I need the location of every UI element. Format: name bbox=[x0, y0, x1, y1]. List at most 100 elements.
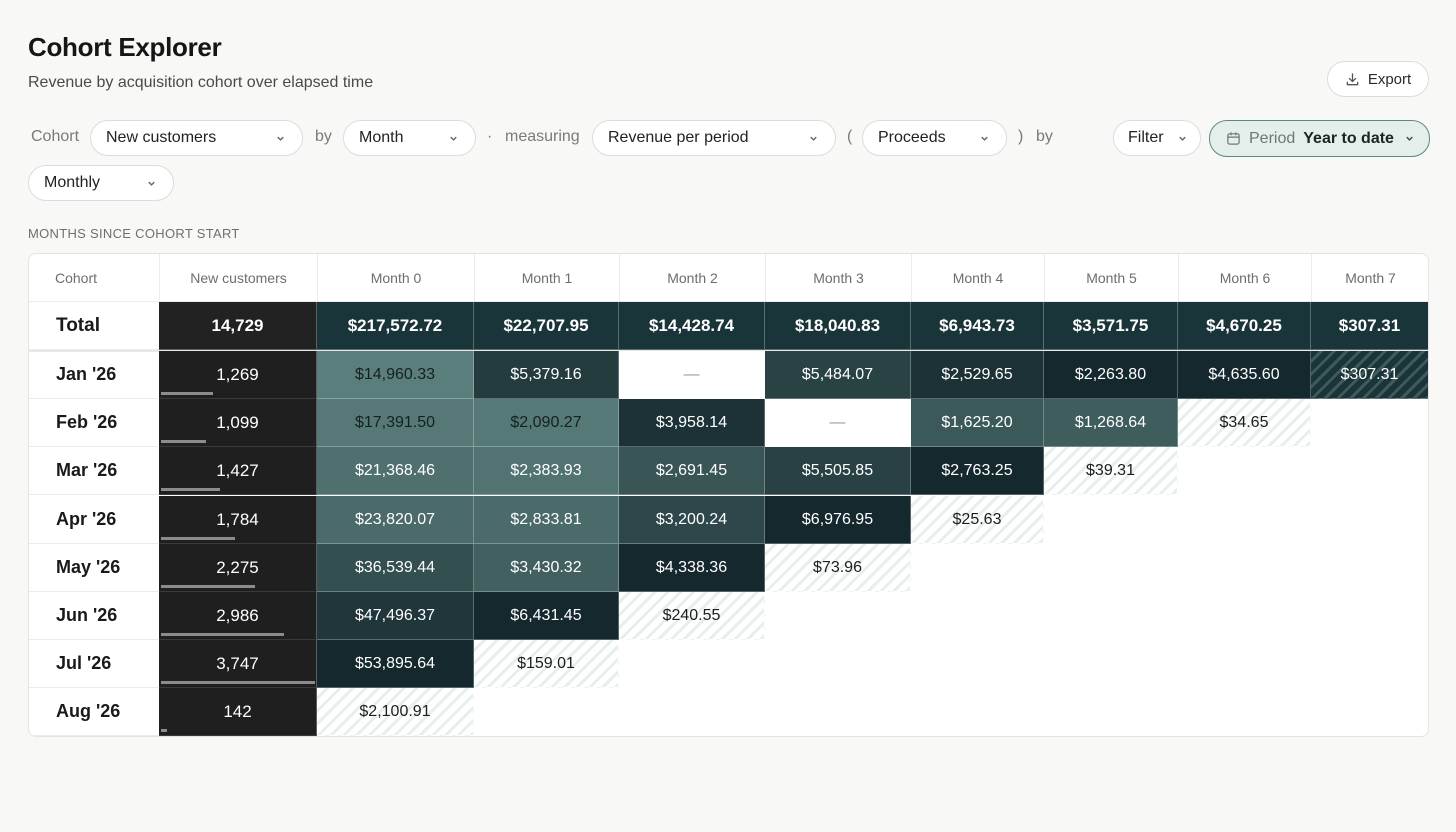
column-header: Cohort bbox=[29, 254, 159, 302]
cohort-value-cell[interactable]: $17,391.50 bbox=[317, 399, 474, 447]
cohort-customers-cell: 1,099 bbox=[159, 399, 317, 447]
cohort-value-cell[interactable]: $1,268.64 bbox=[1044, 399, 1178, 447]
total-cell: $217,572.72 bbox=[317, 302, 474, 350]
column-header: Month 1 bbox=[474, 254, 619, 302]
metric-select[interactable]: Revenue per period bbox=[592, 120, 836, 156]
customers-share-bar bbox=[161, 488, 220, 491]
cohort-value-cell[interactable]: $21,368.46 bbox=[317, 447, 474, 495]
cohort-customers-value: 2,275 bbox=[216, 557, 259, 577]
column-header: Month 2 bbox=[619, 254, 765, 302]
cohort-customers-value: 2,986 bbox=[216, 605, 259, 625]
export-button[interactable]: Export bbox=[1327, 61, 1429, 97]
cohort-value-cell[interactable]: $240.55 bbox=[619, 592, 765, 640]
cohort-value-cell[interactable]: $34.65 bbox=[1178, 399, 1311, 447]
filter-label: Filter bbox=[1128, 129, 1164, 146]
column-header: New customers bbox=[159, 254, 317, 302]
separator-dot: · bbox=[487, 128, 493, 145]
cohort-value-cell[interactable]: — bbox=[619, 351, 765, 399]
cohort-value-cell[interactable]: $39.31 bbox=[1044, 447, 1178, 495]
cohort-value-cell[interactable]: $47,496.37 bbox=[317, 592, 474, 640]
cohort-select-value: New customers bbox=[106, 129, 217, 146]
metric-select-value: Revenue per period bbox=[608, 129, 749, 146]
period-label: Period bbox=[1249, 129, 1296, 147]
measure-select[interactable]: Proceeds bbox=[862, 120, 1007, 156]
cohort-value-cell[interactable]: $2,383.93 bbox=[474, 447, 619, 495]
cohort-value-cell[interactable]: $5,379.16 bbox=[474, 351, 619, 399]
customers-share-bar bbox=[161, 537, 235, 540]
cohort-customers-cell: 2,986 bbox=[159, 592, 317, 640]
cohort-value-cell[interactable]: $5,484.07 bbox=[765, 351, 911, 399]
cohort-customers-value: 142 bbox=[223, 701, 252, 721]
total-cell: $3,571.75 bbox=[1044, 302, 1178, 350]
cohort-value-cell[interactable]: $2,100.91 bbox=[317, 688, 474, 736]
cohort-table: Cohort New customers Month 0 Month 1 Month 2… bbox=[28, 253, 1429, 737]
calendar-icon bbox=[1227, 132, 1240, 145]
cohort-value-cell[interactable]: $2,691.45 bbox=[619, 447, 765, 495]
granularity-select-value: Month bbox=[359, 129, 404, 146]
cohort-value-cell[interactable]: $4,338.36 bbox=[619, 544, 765, 592]
column-header: Month 5 bbox=[1044, 254, 1178, 302]
cohort-value-cell[interactable]: $1,625.20 bbox=[911, 399, 1044, 447]
column-header: Month 6 bbox=[1178, 254, 1311, 302]
cohort-label: Cohort bbox=[31, 128, 80, 145]
chevron-down-icon bbox=[277, 136, 284, 141]
interval-select-value: Monthly bbox=[44, 174, 101, 191]
cohort-customers-value: 1,427 bbox=[216, 460, 259, 480]
cohort-row-label: Jan '26 bbox=[29, 351, 159, 399]
cohort-value-cell[interactable]: $6,976.95 bbox=[765, 496, 911, 544]
column-header: Month 4 bbox=[911, 254, 1044, 302]
cohort-customers-value: 1,784 bbox=[216, 509, 259, 529]
granularity-select[interactable]: Month bbox=[343, 120, 476, 156]
cohort-value-cell[interactable]: $23,820.07 bbox=[317, 496, 474, 544]
cohort-value-cell[interactable]: $3,430.32 bbox=[474, 544, 619, 592]
total-cell: $4,670.25 bbox=[1178, 302, 1311, 350]
cohort-value-cell[interactable]: $14,960.33 bbox=[317, 351, 474, 399]
cohort-grid: Cohort New customers Month 0 Month 1 Month 2… bbox=[29, 254, 1428, 736]
customers-share-bar bbox=[161, 681, 315, 684]
cohort-value-cell[interactable]: $307.31 bbox=[1311, 351, 1428, 399]
total-cell: $14,428.74 bbox=[619, 302, 765, 350]
by-label: by bbox=[315, 128, 332, 145]
interval-select[interactable]: Monthly bbox=[28, 165, 174, 201]
download-icon bbox=[1346, 72, 1359, 85]
cohort-value-cell[interactable]: $2,263.80 bbox=[1044, 351, 1178, 399]
cohort-value-cell[interactable]: $53,895.64 bbox=[317, 640, 474, 688]
chevron-down-icon bbox=[148, 181, 155, 186]
cohort-row-label: Aug '26 bbox=[29, 688, 159, 736]
cohort-customers-cell: 2,275 bbox=[159, 544, 317, 592]
cohort-value-cell[interactable]: $2,763.25 bbox=[911, 447, 1044, 495]
measuring-label: measuring bbox=[505, 128, 580, 145]
cohort-value-cell[interactable]: $6,431.45 bbox=[474, 592, 619, 640]
cohort-row-label: Jun '26 bbox=[29, 592, 159, 640]
cohort-customers-cell: 3,747 bbox=[159, 640, 317, 688]
cohort-customers-cell: 1,269 bbox=[159, 351, 317, 399]
period-select[interactable]: Period Year to date bbox=[1209, 120, 1430, 157]
section-label: MONTHS SINCE COHORT START bbox=[28, 226, 240, 241]
customers-share-bar bbox=[161, 392, 213, 395]
total-cell: $18,040.83 bbox=[765, 302, 911, 350]
cohort-value-cell[interactable]: $2,090.27 bbox=[474, 399, 619, 447]
cohort-customers-cell: 1,784 bbox=[159, 496, 317, 544]
filter-button[interactable]: Filter bbox=[1113, 120, 1201, 156]
chevron-down-icon bbox=[450, 136, 457, 141]
total-customers: 14,729 bbox=[159, 302, 317, 350]
cohort-value-cell[interactable]: $3,958.14 bbox=[619, 399, 765, 447]
cohort-value-cell[interactable]: $4,635.60 bbox=[1178, 351, 1311, 399]
column-header: Month 0 bbox=[317, 254, 474, 302]
cohort-value-cell[interactable]: $25.63 bbox=[911, 496, 1044, 544]
cohort-value-cell[interactable]: $2,529.65 bbox=[911, 351, 1044, 399]
total-cell: $22,707.95 bbox=[474, 302, 619, 350]
cohort-value-cell[interactable]: $36,539.44 bbox=[317, 544, 474, 592]
export-label: Export bbox=[1367, 70, 1412, 88]
cohort-value-cell[interactable]: $73.96 bbox=[765, 544, 911, 592]
chevron-down-icon bbox=[981, 136, 988, 141]
cohort-value-cell[interactable]: — bbox=[765, 399, 911, 447]
cohort-value-cell[interactable]: $3,200.24 bbox=[619, 496, 765, 544]
cohort-value-cell[interactable]: $5,505.85 bbox=[765, 447, 911, 495]
chevron-down-icon bbox=[810, 136, 817, 141]
cohort-value-cell[interactable]: $2,833.81 bbox=[474, 496, 619, 544]
customers-share-bar bbox=[161, 729, 167, 732]
cohort-value-cell[interactable]: $159.01 bbox=[474, 640, 619, 688]
customers-share-bar bbox=[161, 585, 255, 588]
cohort-select[interactable]: New customers bbox=[90, 120, 303, 156]
